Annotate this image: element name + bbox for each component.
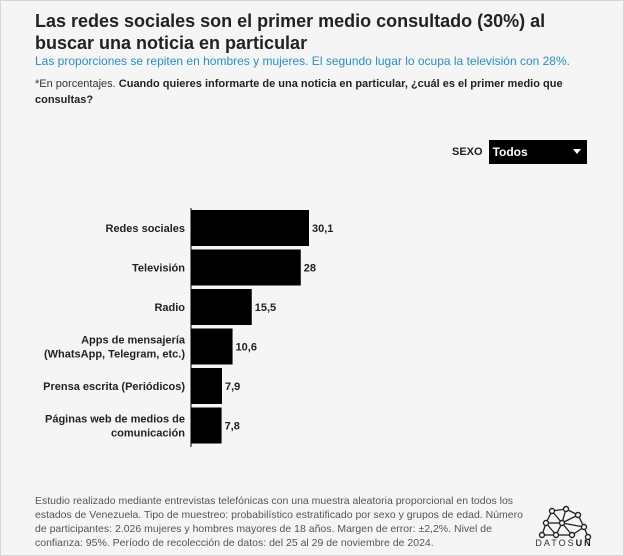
bar-1[interactable] — [191, 249, 301, 286]
category-label-4: Prensa escrita (Periódicos) — [43, 381, 185, 393]
category-label-5: Páginas web de medios de comunicación — [45, 414, 185, 440]
value-label-5: 7,8 — [225, 421, 240, 433]
chevron-down-icon — [572, 149, 581, 154]
category-label-line: (WhatsApp, Telegram, etc.) — [44, 349, 185, 361]
bar-4[interactable] — [191, 368, 222, 404]
value-label-4: 7,9 — [225, 381, 240, 393]
methodology-footer: Estudio realizado mediante entrevistas t… — [35, 495, 523, 549]
chart-note: *En porcentajes. Cuando quieres informar… — [35, 76, 575, 108]
category-label-line: Redes sociales — [106, 223, 186, 235]
category-label-line: Páginas web de medios de — [45, 414, 185, 426]
bar-chart: 30,1 Redes sociales 28 Televisión 15,5 Radio 1… — [43, 208, 333, 447]
select-value: Todos — [492, 145, 528, 159]
value-label-1: 28 — [304, 263, 316, 275]
note-question: Cuando quieres informarte de una noticia… — [35, 78, 563, 106]
category-label-2: Radio — [154, 302, 185, 314]
category-label-3: Apps de mensajería (WhatsApp, Telegram, e… — [44, 335, 186, 361]
bar-5[interactable] — [191, 407, 222, 444]
sexo-filter: SEXO Todos — [452, 140, 587, 164]
category-label-line: Televisión — [132, 263, 185, 275]
category-label-line: Radio — [154, 302, 185, 314]
value-label-3: 10,6 — [236, 342, 257, 354]
sexo-select[interactable]: Todos — [488, 140, 587, 164]
logo-text-light: DATOS — [535, 538, 576, 548]
bar-3[interactable] — [191, 328, 233, 365]
value-label-2: 15,5 — [255, 302, 276, 314]
category-label-1: Televisión — [132, 263, 185, 275]
bar-2[interactable] — [191, 289, 252, 325]
note-prefix: *En porcentajes. — [35, 78, 119, 90]
value-label-0: 30,1 — [312, 223, 333, 235]
category-label-line: Apps de mensajería — [81, 335, 186, 347]
category-label-line: comunicación — [111, 428, 185, 440]
filter-label: SEXO — [452, 146, 483, 158]
chart-subtitle: Las proporciones se repiten en hombres y… — [35, 54, 570, 68]
category-label-0: Redes sociales — [106, 223, 186, 235]
network-icon — [538, 505, 592, 541]
logo-text-bold: UN — [575, 538, 593, 548]
bar-0[interactable] — [191, 210, 309, 246]
category-label-line: Prensa escrita (Periódicos) — [43, 381, 185, 393]
logo-text: DATOSUN — [534, 538, 594, 548]
chart-title: Las redes sociales son el primer medio c… — [35, 11, 546, 53]
